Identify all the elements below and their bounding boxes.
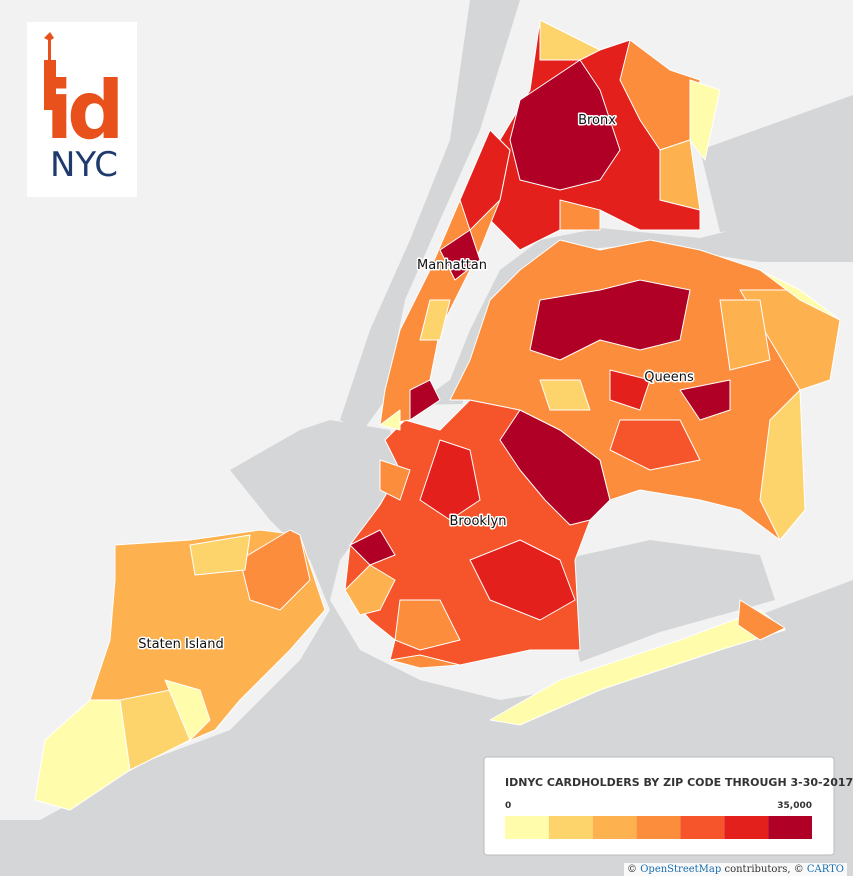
zip-zone	[539, 379, 591, 411]
zip-zone	[419, 439, 481, 521]
carto-link[interactable]: CARTO	[806, 864, 844, 875]
zip-zone	[344, 564, 396, 616]
zip-zone	[529, 279, 691, 361]
zip-zone	[164, 679, 211, 741]
borough-label: Brooklyn	[450, 514, 507, 529]
legend-swatch	[680, 816, 725, 839]
zip-zone	[379, 459, 411, 501]
logo: id NYC	[27, 22, 137, 197]
legend-title: IDNYC CARDHOLDERS BY ZIP CODE THROUGH 3-…	[505, 776, 853, 789]
zip-zone	[759, 389, 806, 541]
borough-label: Staten Island	[138, 637, 223, 652]
legend-swatch	[548, 816, 593, 839]
zip-zone	[379, 409, 401, 431]
zip-zone	[239, 529, 311, 611]
legend-swatch	[724, 816, 769, 839]
borough-label: Manhattan	[417, 258, 487, 273]
legend-swatch	[592, 816, 637, 839]
zip-zone	[759, 269, 841, 321]
legend: IDNYC CARDHOLDERS BY ZIP CODE THROUGH 3-…	[483, 756, 853, 856]
zip-zone	[394, 599, 461, 651]
logo-mark: id	[46, 64, 119, 157]
statue-icon	[44, 32, 56, 110]
logo-city: NYC	[50, 145, 118, 185]
zip-zone	[389, 654, 461, 669]
attribution: © OpenStreetMap contributors, © CARTO	[624, 863, 847, 876]
zip-zone	[459, 129, 511, 231]
zip-zone	[609, 419, 701, 471]
zip-zone	[509, 59, 621, 191]
zip-zone	[609, 369, 651, 411]
zip-zone	[737, 599, 786, 641]
zip-zone	[679, 379, 731, 421]
attribution-text: ©	[627, 864, 638, 875]
legend-swatch	[768, 816, 812, 839]
zip-zone	[559, 199, 601, 231]
zip-zone	[689, 79, 721, 161]
zip-zone	[539, 19, 601, 61]
legend-tick-label: 0	[505, 801, 511, 811]
zip-zone	[419, 299, 451, 341]
zip-zone	[469, 539, 576, 621]
legend-swatch	[636, 816, 681, 839]
borough-label: Bronx	[578, 113, 616, 128]
zip-zone	[719, 299, 771, 371]
zip-zones	[34, 19, 841, 811]
zip-zone	[659, 139, 701, 211]
borough-label: Queens	[644, 370, 694, 385]
zip-zone	[439, 229, 481, 281]
legend-tick-label: 35,000	[777, 801, 812, 811]
zip-zone	[349, 529, 396, 566]
attribution-text: contributors, ©	[724, 864, 804, 875]
zip-zone	[489, 609, 786, 726]
zip-zone	[409, 379, 441, 421]
legend-swatch	[505, 816, 549, 839]
zip-zone	[189, 534, 251, 576]
osm-link[interactable]: OpenStreetMap	[640, 864, 722, 875]
